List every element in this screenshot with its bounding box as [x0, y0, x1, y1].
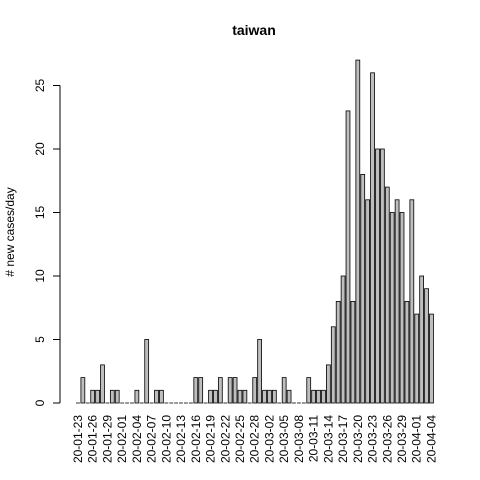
bar: [429, 313, 434, 404]
x-tick-label: 20-02-22: [218, 415, 232, 463]
bar: [389, 212, 395, 404]
bar: [330, 326, 336, 404]
bar: [257, 339, 262, 404]
x-tick-label: 20-03-20: [351, 415, 365, 463]
bar: [114, 389, 120, 404]
bar: [370, 72, 375, 404]
bar: [335, 300, 341, 404]
x-axis: 20-01-23 20-01-26 20-01-29 20-02-01 20-02-04…: [71, 415, 439, 463]
bar: [144, 339, 150, 404]
y-tick-label: 15: [33, 206, 47, 220]
x-tick-label: 20-03-26: [380, 415, 394, 463]
y-tick-label: 0: [33, 399, 47, 406]
x-tick-label: 20-02-16: [189, 415, 203, 463]
bar: [384, 186, 390, 404]
chart-title: taiwan: [232, 22, 276, 38]
bar: [399, 212, 405, 404]
bar: [414, 313, 420, 404]
x-tick-label: 20-02-19: [204, 415, 218, 463]
bar: [95, 389, 100, 404]
bar: [100, 364, 105, 404]
x-tick-label: 20-01-29: [100, 415, 114, 463]
x-tick-label: 20-02-13: [174, 415, 188, 463]
x-tick-label: 20-02-07: [145, 415, 159, 463]
y-tick-label: 10: [33, 269, 47, 283]
bar: [213, 389, 218, 404]
x-tick-label: 20-01-23: [71, 415, 85, 463]
bar: [227, 377, 233, 404]
bar: [321, 389, 326, 404]
bar: [262, 389, 267, 404]
bar: [365, 199, 370, 404]
bar: [419, 275, 425, 404]
bar: [345, 110, 351, 404]
x-tick-label: 20-03-17: [336, 415, 350, 463]
y-tick-label: 25: [33, 79, 47, 93]
x-tick-label: 20-03-14: [321, 415, 335, 463]
y-axis: 0 5 10 15 20 25: [33, 79, 61, 406]
bar: [350, 300, 356, 404]
bar: [193, 377, 199, 404]
bar: [134, 389, 140, 404]
y-tick-label: 20: [33, 142, 47, 156]
bar: [340, 275, 346, 404]
x-tick-label: 20-03-05: [277, 415, 291, 463]
x-tick-label: 20-02-25: [233, 415, 247, 463]
bar: [90, 389, 96, 404]
x-tick-label: 20-01-26: [86, 415, 100, 463]
bar: [286, 389, 292, 404]
x-tick-label: 20-02-01: [115, 415, 129, 463]
bar: [326, 364, 331, 404]
bar: [267, 389, 272, 404]
x-tick-label: 20-04-04: [424, 415, 438, 463]
bar: [281, 377, 287, 404]
bars-group: [76, 59, 434, 404]
x-tick-label: 20-03-23: [366, 415, 380, 463]
bar: [394, 199, 400, 404]
bar: [311, 389, 316, 404]
bar: [232, 377, 238, 404]
bar: [424, 288, 429, 404]
bar: [271, 389, 277, 404]
x-tick-label: 20-03-29: [395, 415, 409, 463]
bar: [80, 377, 86, 404]
bar: [360, 173, 366, 404]
bar: [375, 148, 380, 404]
bar: [237, 389, 243, 404]
y-tick-label: 5: [33, 336, 47, 343]
bar: [380, 148, 385, 404]
y-axis-title: # new cases/day: [3, 187, 17, 276]
bar: [159, 389, 164, 404]
x-tick-label: 20-02-28: [248, 415, 262, 463]
bar: [316, 389, 321, 404]
bar: [208, 389, 213, 404]
x-tick-label: 20-03-11: [307, 415, 321, 462]
x-tick-label: 20-02-04: [130, 415, 144, 463]
bar: [409, 199, 415, 404]
bar: [154, 389, 159, 404]
bar: [252, 377, 258, 404]
x-tick-label: 20-02-10: [159, 415, 173, 463]
x-tick-label: 20-03-02: [262, 415, 276, 463]
bar: [217, 377, 223, 404]
bar: [306, 377, 312, 404]
bar: [242, 389, 248, 404]
bar: [404, 300, 410, 404]
bar: [355, 59, 361, 404]
x-tick-label: 20-04-01: [410, 415, 424, 463]
bar: [198, 377, 204, 404]
bar: [109, 389, 115, 404]
x-tick-label: 20-03-08: [292, 415, 306, 463]
